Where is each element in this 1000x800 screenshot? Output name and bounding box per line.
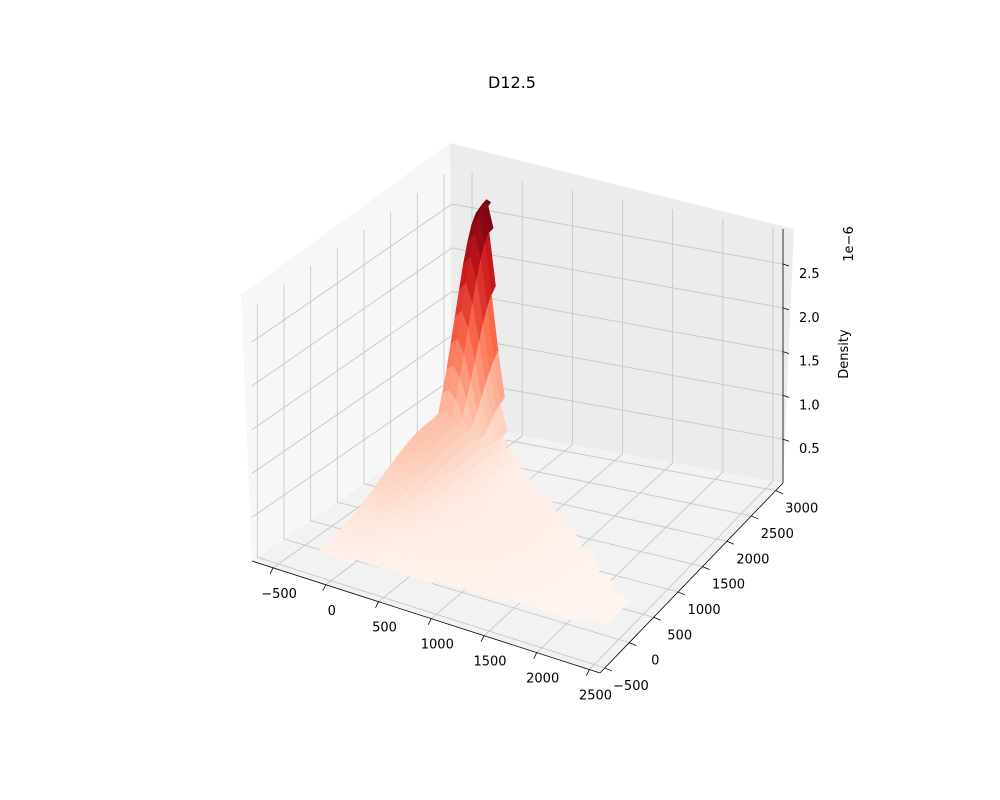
- y-tick-label: 1500: [712, 578, 745, 593]
- y-tick-label: 2500: [761, 527, 794, 542]
- y-tick-mark: [653, 616, 661, 621]
- z-tick-mark: [782, 438, 790, 442]
- y-tick-mark: [677, 591, 686, 596]
- z-tick-mark: [782, 395, 790, 398]
- surface-patch: [344, 556, 357, 564]
- z-grid-line: [251, 247, 784, 387]
- x-tick-label: 0: [328, 604, 336, 619]
- x-tick-mark: [375, 601, 379, 608]
- z-grid-line: [251, 291, 784, 430]
- z-tick-label: 0.5: [799, 442, 820, 457]
- y-tick-label: −500: [613, 679, 649, 694]
- density-surface: [317, 199, 630, 626]
- y-tick-label: 500: [667, 628, 692, 643]
- z-tick-mark: [782, 307, 790, 311]
- y-grid-line: [363, 229, 703, 568]
- y-tick-mark: [726, 540, 735, 545]
- x-tick-mark: [269, 567, 274, 574]
- z-grid-line: [251, 203, 784, 343]
- y-grid-line: [256, 303, 606, 669]
- x-tick-mark: [322, 584, 327, 591]
- x-tick-mark: [480, 635, 485, 642]
- y-tick-label: 2000: [736, 552, 769, 567]
- back-pane: [450, 143, 794, 483]
- x-tick-label: −500: [261, 587, 297, 602]
- z-axis-scale-label: 1e−6: [842, 226, 857, 261]
- surface-patch: [495, 595, 508, 603]
- y-tick-mark: [629, 642, 637, 646]
- y-tick-mark: [775, 490, 783, 494]
- surface-patch: [574, 616, 587, 623]
- x-grid-line: [589, 227, 774, 670]
- chart-title: D12.5: [488, 73, 536, 92]
- y-tick-mark: [604, 667, 613, 672]
- x-tick-mark: [427, 618, 432, 625]
- y-tick-label: 1000: [688, 603, 721, 618]
- x-tick-label: 1500: [473, 655, 506, 670]
- z-tick-label: 2.5: [799, 267, 820, 282]
- x-tick-label: 2500: [579, 689, 612, 704]
- y-tick-label: 0: [651, 654, 659, 669]
- surface-patch: [598, 618, 611, 626]
- x-tick-label: 500: [372, 621, 397, 636]
- x-tick-label: 1000: [421, 638, 454, 653]
- z-tick-label: 1.5: [799, 355, 820, 370]
- z-tick-mark: [782, 263, 790, 267]
- y-tick-mark: [751, 515, 759, 520]
- x-tick-mark: [533, 652, 538, 659]
- x-axis-line: [251, 560, 601, 674]
- axis-ticks: −50005001000150020002500−500050010001500…: [261, 263, 820, 704]
- y-axis-line: [599, 482, 784, 674]
- x-tick-label: 2000: [526, 672, 559, 687]
- y-grid-line: [283, 284, 630, 644]
- z-tick-label: 2.0: [799, 311, 820, 326]
- z-tick-label: 1.0: [799, 398, 820, 413]
- z-tick-mark: [782, 351, 790, 355]
- y-tick-mark: [702, 566, 710, 570]
- y-tick-label: 3000: [785, 502, 818, 517]
- z-axis-label: Density: [837, 329, 852, 379]
- x-tick-mark: [586, 669, 590, 676]
- surface-patch: [423, 577, 436, 584]
